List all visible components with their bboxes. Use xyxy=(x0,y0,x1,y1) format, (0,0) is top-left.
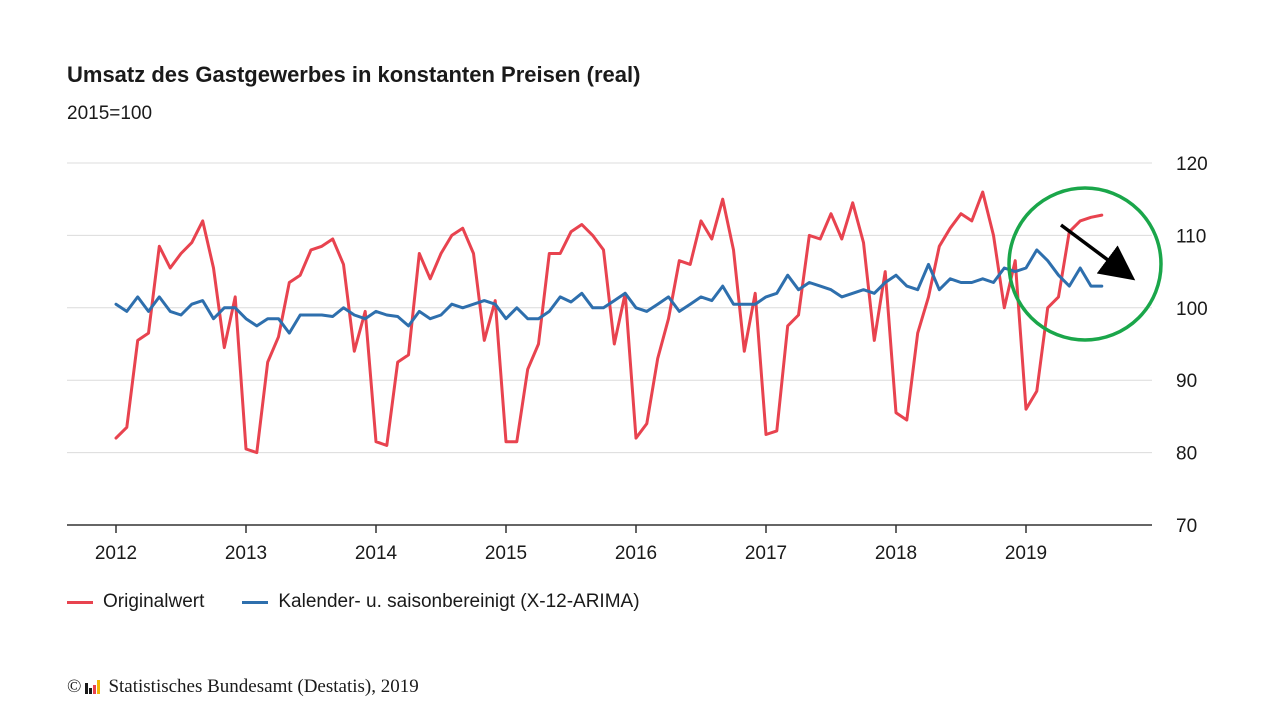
y-tick-label-120: 120 xyxy=(1176,154,1208,175)
legend-item-saisonbereinigt: Kalender- u. saisonbereinigt (X-12-ARIMA… xyxy=(242,591,640,613)
y-tick-label-80: 80 xyxy=(1176,444,1197,465)
x-tick-label-2017: 2017 xyxy=(745,543,787,564)
chart-subtitle: 2015=100 xyxy=(67,103,153,124)
x-tick-label-2016: 2016 xyxy=(615,543,657,564)
trend-arrow xyxy=(1059,223,1136,281)
source-footer: © Statistisches Bundesamt (Destatis), 20… xyxy=(67,676,419,698)
x-tick-label-2015: 2015 xyxy=(485,543,527,564)
legend-swatch-originalwert xyxy=(67,600,93,604)
series-lines xyxy=(114,190,1104,455)
legend-label-saisonbereinigt: Kalender- u. saisonbereinigt (X-12-ARIMA… xyxy=(278,591,640,612)
destatis-logo-icon xyxy=(85,680,101,694)
x-tick-label-2014: 2014 xyxy=(355,543,398,564)
series-line-originalwert xyxy=(114,190,1104,455)
legend: Originalwert Kalender- u. saisonbereinig… xyxy=(67,591,678,613)
legend-swatch-saisonbereinigt xyxy=(242,600,269,604)
y-tick-label-110: 110 xyxy=(1176,226,1206,247)
grid-lines xyxy=(67,162,1152,526)
x-axis-ticks: 2012 2013 2014 2015 2016 2017 2018 2019 xyxy=(95,525,1047,564)
x-tick-label-2012: 2012 xyxy=(95,543,137,564)
y-axis-ticks: 70 80 90 100 110 120 xyxy=(1176,154,1208,537)
copyright-symbol: © xyxy=(67,676,82,697)
series-line-saisonbereinigt xyxy=(114,248,1104,335)
legend-label-originalwert: Originalwert xyxy=(103,591,205,612)
annotation xyxy=(1007,186,1163,342)
chart-title: Umsatz des Gastgewerbes in konstanten Pr… xyxy=(67,62,641,87)
highlight-circle xyxy=(1007,186,1163,342)
x-tick-label-2018: 2018 xyxy=(875,543,917,564)
source-text: Statistisches Bundesamt (Destatis), 2019 xyxy=(108,676,419,697)
y-tick-label-70: 70 xyxy=(1176,516,1197,537)
y-tick-label-100: 100 xyxy=(1176,299,1208,320)
x-tick-label-2013: 2013 xyxy=(225,543,267,564)
legend-item-originalwert: Originalwert xyxy=(67,591,204,613)
x-tick-label-2019: 2019 xyxy=(1005,543,1047,564)
y-tick-label-90: 90 xyxy=(1176,371,1197,392)
